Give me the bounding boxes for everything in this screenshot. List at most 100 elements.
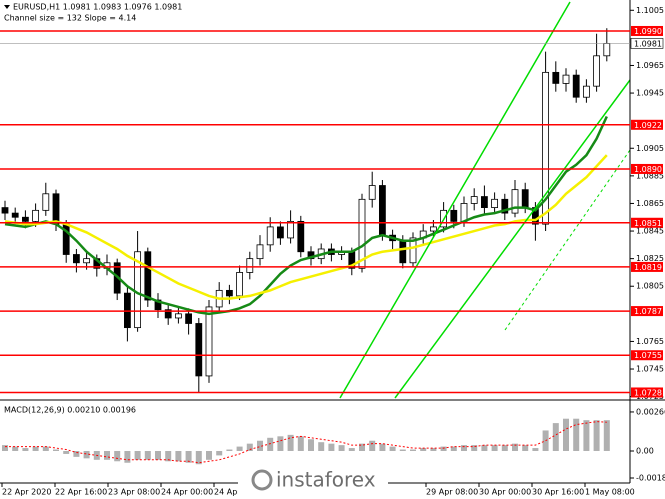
macd-bar xyxy=(144,451,151,460)
logo-box xyxy=(238,462,388,499)
macd-bar xyxy=(195,451,202,465)
macd-bar xyxy=(440,446,447,451)
logo: instaforex xyxy=(276,468,376,492)
candle-body xyxy=(501,198,509,214)
level-box xyxy=(631,387,663,398)
macd-bar xyxy=(236,446,243,451)
candle-body xyxy=(174,313,182,319)
candle-body xyxy=(409,237,417,264)
candle-body xyxy=(470,196,478,204)
current-price-label: 1.0981 xyxy=(634,39,662,48)
macd-bar xyxy=(124,451,131,463)
y-tick-label: 1.1005 xyxy=(636,6,664,15)
y-tick-label: 1.0905 xyxy=(636,144,664,153)
candle-body xyxy=(185,313,193,324)
channel-line xyxy=(504,149,631,331)
candle-body xyxy=(154,299,162,311)
candle-body xyxy=(266,226,274,246)
level-box xyxy=(631,163,663,174)
level-box xyxy=(631,261,663,272)
plot: 1.1005 1.0965 1.0945 1.0905 1.0885 1.0865 1.08… xyxy=(1,6,665,497)
macd-bar xyxy=(175,451,182,462)
macd-bar xyxy=(389,446,396,451)
current-price-box xyxy=(630,38,664,49)
y-tick-label: 1.0765 xyxy=(636,337,664,346)
logo-icon xyxy=(251,469,273,491)
candle-body xyxy=(562,74,570,84)
macd-bar xyxy=(532,448,539,451)
y-tick-label: 1.0825 xyxy=(636,254,664,263)
candle-body xyxy=(368,185,376,200)
candle-body xyxy=(276,226,284,239)
macd-bar xyxy=(297,436,304,451)
candle-body xyxy=(144,251,152,301)
x-tick-label: 29 Apr 08:00 xyxy=(426,488,478,497)
macd-tick-label: -0.00184 xyxy=(636,474,665,483)
candle-body xyxy=(297,220,305,253)
candle-body xyxy=(42,193,50,211)
macd-bar xyxy=(32,446,39,451)
candle-body xyxy=(511,189,519,214)
y-tick-label: 1.0965 xyxy=(636,61,664,70)
macd-bar xyxy=(522,445,529,451)
level-label: 1.0787 xyxy=(634,307,662,316)
level-label: 1.0819 xyxy=(634,263,662,272)
x-tick-label: 24 Apr 00:00 xyxy=(161,488,213,497)
level-box xyxy=(631,217,663,228)
level-box xyxy=(631,119,663,130)
macd-bar xyxy=(165,451,172,462)
macd-bar xyxy=(318,442,325,451)
macd-tick-label: 0.00266 xyxy=(636,407,665,416)
candle-body xyxy=(542,71,549,225)
macd-bar xyxy=(2,445,8,451)
candle-body xyxy=(225,289,233,297)
candle-body xyxy=(246,258,254,273)
candle-body xyxy=(73,254,80,264)
macd-bar xyxy=(185,451,192,463)
candle-body xyxy=(480,196,488,208)
macd-bar xyxy=(338,445,345,451)
macd-bar xyxy=(491,445,498,451)
candle-body xyxy=(572,74,580,98)
candle-body xyxy=(450,209,458,222)
symbol-line: EURUSD,H1 1.0981 1.0983 1.0976 1.0981 xyxy=(13,3,182,12)
macd-bar xyxy=(226,449,233,451)
moving-average xyxy=(4,154,608,300)
candle-body xyxy=(32,209,39,222)
macd-label: MACD(12,26,9) 0.00210 0.00196 xyxy=(4,406,136,415)
macd-bar xyxy=(501,445,508,451)
candle-body xyxy=(460,203,468,222)
x-tick-label: 23 Apr 08:00 xyxy=(108,488,160,497)
x-tick-label: 30 Apr 00:00 xyxy=(479,488,531,497)
macd-bar xyxy=(348,448,355,451)
macd-bar xyxy=(12,446,19,451)
macd-signal xyxy=(5,421,607,464)
candle-body xyxy=(83,258,90,264)
candle-body xyxy=(491,198,499,208)
level-label: 1.0728 xyxy=(634,388,662,397)
macd-bar xyxy=(583,420,590,451)
macd-bar xyxy=(206,451,212,460)
macd-tick-label: 0.00 xyxy=(636,447,654,456)
macd-bar xyxy=(308,439,314,451)
channel-line xyxy=(339,1,571,399)
macd-bar xyxy=(155,451,161,460)
candle-body xyxy=(399,240,407,264)
candle-body xyxy=(603,42,611,57)
y-tick-label: 1.0865 xyxy=(636,199,664,208)
candle-body xyxy=(1,207,9,214)
macd-bar xyxy=(287,434,294,451)
x-tick-label: 22 Apr 2020 xyxy=(2,488,51,497)
macd-bar xyxy=(552,423,559,451)
x-tick-label: 22 Apr 16:00 xyxy=(55,488,107,497)
candle-body xyxy=(521,189,529,208)
candle-body xyxy=(378,185,386,236)
symbol-marker xyxy=(4,5,10,9)
candle-body xyxy=(21,216,29,222)
candle-body xyxy=(52,193,60,225)
macd-bar xyxy=(114,451,121,462)
channel-line xyxy=(394,79,631,399)
y-tick-label: 1.0885 xyxy=(636,171,664,180)
y-tick-label: 1.0845 xyxy=(636,227,664,236)
candle-body xyxy=(287,220,295,239)
